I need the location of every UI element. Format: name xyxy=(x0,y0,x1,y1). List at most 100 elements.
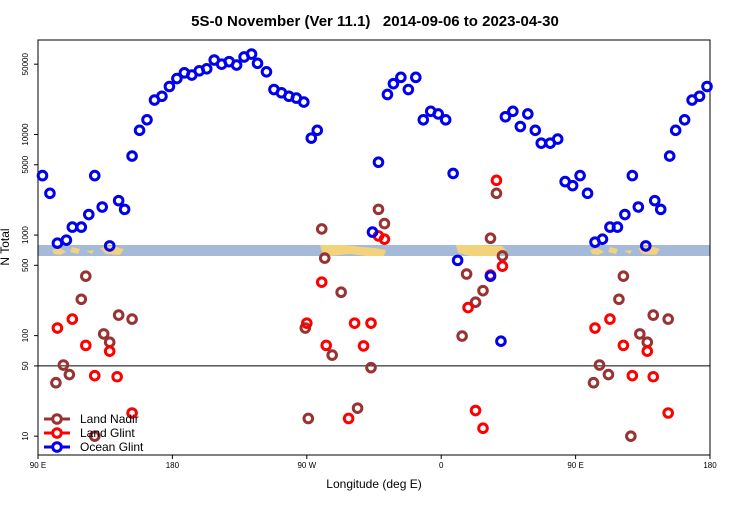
point xyxy=(678,113,691,126)
point xyxy=(596,233,609,245)
y-tick-label: 100 xyxy=(21,328,30,342)
point xyxy=(335,286,347,299)
point xyxy=(477,422,489,435)
y-tick-label: 5000 xyxy=(21,155,30,173)
point xyxy=(57,359,70,371)
point xyxy=(639,240,652,252)
point xyxy=(133,124,146,137)
point xyxy=(507,105,519,118)
point xyxy=(593,359,606,371)
point xyxy=(395,71,407,84)
point xyxy=(103,240,116,252)
legend-marker xyxy=(51,441,63,453)
point xyxy=(245,48,258,60)
point xyxy=(365,317,377,329)
point xyxy=(574,169,586,182)
point xyxy=(372,203,385,216)
y-tick-label: 50 xyxy=(21,361,30,370)
x-tick-label: 90 W xyxy=(297,461,316,470)
point xyxy=(126,313,138,325)
point xyxy=(613,293,625,306)
point xyxy=(469,296,482,308)
point xyxy=(88,430,101,442)
point xyxy=(82,208,95,221)
x-tick-label: 180 xyxy=(703,461,717,470)
point xyxy=(372,156,385,169)
point xyxy=(402,83,415,96)
point xyxy=(50,376,62,389)
legend-label: Land Glint xyxy=(80,426,135,440)
x-tick-label: 0 xyxy=(439,461,444,470)
point xyxy=(641,345,654,357)
point xyxy=(75,221,88,233)
point xyxy=(484,270,497,282)
point xyxy=(378,233,391,245)
point xyxy=(634,328,646,340)
x-tick-label: 90 E xyxy=(30,461,46,470)
point xyxy=(626,369,639,382)
point xyxy=(118,203,131,216)
point xyxy=(662,407,674,419)
point xyxy=(97,328,110,340)
point xyxy=(51,322,64,334)
point xyxy=(126,150,138,162)
point xyxy=(496,260,509,273)
point xyxy=(617,339,630,352)
series xyxy=(51,174,674,435)
point xyxy=(439,113,452,126)
point xyxy=(417,113,430,126)
point xyxy=(432,108,445,120)
point xyxy=(315,276,328,288)
point xyxy=(566,179,579,192)
point xyxy=(456,330,468,342)
y-tick-label: 50000 xyxy=(21,53,30,76)
point xyxy=(587,376,600,389)
point xyxy=(230,59,243,71)
point xyxy=(460,268,473,280)
point xyxy=(625,430,637,442)
land xyxy=(456,245,506,256)
point xyxy=(499,110,512,123)
point xyxy=(251,57,264,70)
point xyxy=(311,124,324,137)
point xyxy=(63,368,76,381)
point xyxy=(315,223,328,235)
point xyxy=(663,150,676,162)
point xyxy=(648,194,661,207)
legend-marker xyxy=(51,413,63,425)
point xyxy=(462,301,474,314)
plot-frame xyxy=(37,39,711,456)
point xyxy=(701,80,713,93)
point xyxy=(490,174,503,187)
point xyxy=(156,90,168,103)
point xyxy=(581,187,594,200)
point xyxy=(604,313,616,325)
point xyxy=(365,361,377,374)
point xyxy=(522,108,534,120)
point xyxy=(348,317,361,329)
point xyxy=(305,132,318,144)
x-tick-label: 180 xyxy=(166,461,180,470)
point xyxy=(387,77,400,90)
point xyxy=(451,254,464,267)
point xyxy=(366,226,379,238)
point xyxy=(378,217,391,230)
point xyxy=(447,167,459,180)
point xyxy=(469,404,482,417)
point xyxy=(320,339,333,352)
point xyxy=(529,124,542,137)
point xyxy=(410,71,422,84)
point xyxy=(693,90,706,103)
chart-title: 5S-0 November (Ver 11.1) 2014-09-06 to 2… xyxy=(191,13,559,30)
point xyxy=(484,232,497,245)
point xyxy=(96,201,109,213)
point xyxy=(298,96,310,108)
point xyxy=(79,339,92,352)
point xyxy=(619,208,631,221)
point xyxy=(126,407,138,419)
point xyxy=(654,203,667,216)
point xyxy=(36,169,49,182)
point xyxy=(75,293,88,306)
point xyxy=(79,270,92,282)
legend-label: Land Nadir xyxy=(80,412,139,426)
